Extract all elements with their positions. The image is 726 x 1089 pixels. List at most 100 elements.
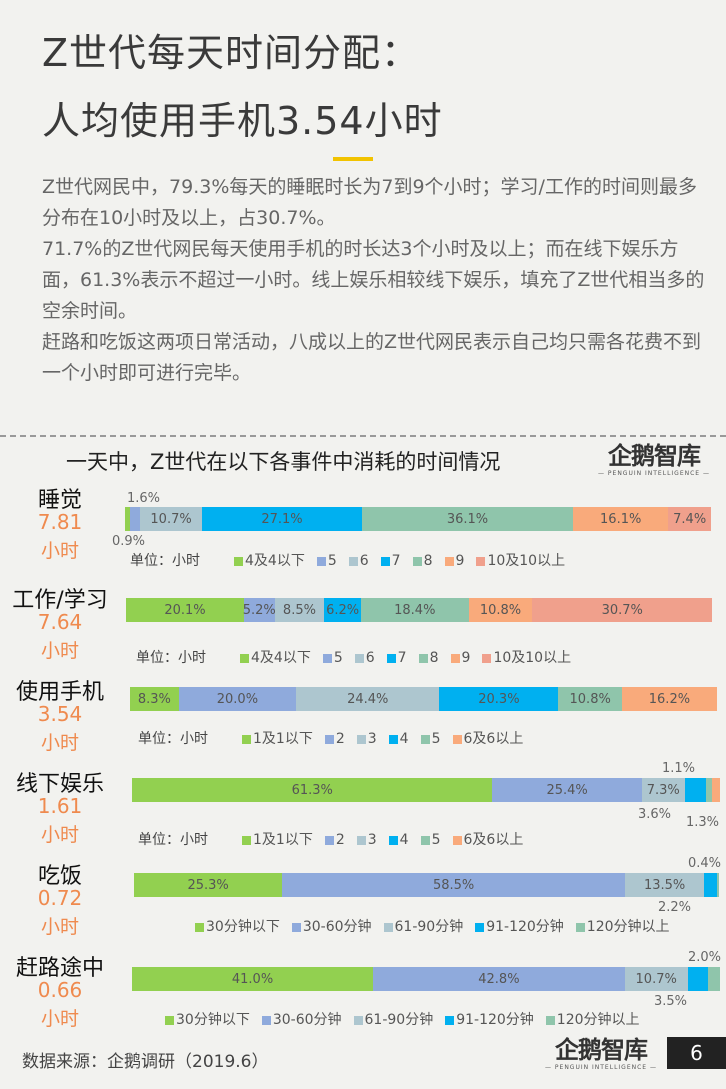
legend-swatch xyxy=(476,557,486,566)
legend-swatch xyxy=(420,836,430,845)
bar-segment: 8.5% xyxy=(274,598,325,622)
hours-unit: 小时 xyxy=(40,1008,79,1030)
legend: 30分钟以下 30-60分钟 61-90分钟 91-120分钟 120分钟以上 xyxy=(195,919,670,936)
legend: 单位：小时 1及1以下 2 3 4 5 6及6以上 xyxy=(138,731,523,748)
legend-label: 9 xyxy=(455,553,465,569)
stacked-bar: 25.3% 58.5% 13.5% xyxy=(134,873,720,897)
legend-swatch xyxy=(420,735,430,744)
legend-swatch xyxy=(445,1016,455,1025)
legend-swatch xyxy=(291,923,301,932)
bar-segment: 24.4% xyxy=(296,687,440,711)
summary-paragraph: 71.7%的Z世代网民每天使用手机的时长达3个小时及以上；而在线下娱乐方面，61… xyxy=(42,238,705,322)
legend-label: 8 xyxy=(423,553,433,569)
legend-item: 3 xyxy=(356,731,377,748)
summary-paragraph: 赶路和吃饭这两项日常活动，八成以上的Z世代网民表示自己均只需各花费不到一个小时即… xyxy=(42,331,702,384)
legend-label: 10及10以上 xyxy=(493,650,572,666)
legend-item: 4及4以下 xyxy=(234,553,305,570)
legend-item: 5 xyxy=(316,553,337,570)
legend-item: 8 xyxy=(418,650,439,667)
bar-segment xyxy=(687,967,709,991)
bar-segment: 20.3% xyxy=(439,687,559,711)
legend: 单位：小时 4及4以下 5 6 7 8 9 10及10以上 xyxy=(130,553,565,570)
bar-segment: 16.1% xyxy=(573,507,668,531)
unit-label: 单位：小时 xyxy=(136,650,206,666)
hours-unit: 小时 xyxy=(40,824,79,846)
legend-swatch xyxy=(475,923,485,932)
bar-segment: 10.7% xyxy=(624,967,688,991)
bar-data-label: 3.5% xyxy=(654,994,688,1009)
activity-name: 吃饭 xyxy=(37,864,82,889)
legend-item: 61-90分钟 xyxy=(353,1012,434,1029)
legend-item: 4 xyxy=(388,832,409,849)
average-hours: 0.66 xyxy=(37,978,83,1002)
legend-label: 91-120分钟 xyxy=(486,919,564,935)
activity-name: 工作/学习 xyxy=(12,588,108,613)
bar-segment: 27.1% xyxy=(202,507,362,531)
bar-segment: 41.0% xyxy=(132,967,374,991)
activity-name: 赶路途中 xyxy=(15,956,104,981)
bar-data-label: 3.6% xyxy=(638,807,672,822)
legend-label: 3 xyxy=(367,832,377,848)
legend-label: 4及4以下 xyxy=(245,553,305,569)
bar-segment: 20.0% xyxy=(178,687,297,711)
stacked-bar: 41.0% 42.8% 10.7% xyxy=(132,967,720,991)
legend-swatch xyxy=(388,735,398,744)
legend-label: 5 xyxy=(431,832,441,848)
bar-data-label: 2.2% xyxy=(658,900,692,915)
bar-segment xyxy=(705,778,713,802)
legend-label: 30分钟以下 xyxy=(176,1012,250,1028)
legend-label: 1及1以下 xyxy=(253,832,313,848)
legend-label: 3 xyxy=(367,731,377,747)
bar-segment xyxy=(708,967,720,991)
legend-swatch xyxy=(452,836,462,845)
bar-data-label: 0.4% xyxy=(688,856,722,871)
bar-segment: 8.3% xyxy=(130,687,179,711)
legend-label: 120分钟以上 xyxy=(586,919,670,935)
legend-item: 30分钟以下 xyxy=(195,919,280,936)
bar-segment xyxy=(125,507,131,531)
legend-item: 1及1以下 xyxy=(242,731,313,748)
legend-swatch xyxy=(356,836,366,845)
legend-label: 4及4以下 xyxy=(251,650,311,666)
legend-item: 61-90分钟 xyxy=(383,919,463,936)
legend-label: 5 xyxy=(327,553,337,569)
bar-segment: 58.5% xyxy=(282,873,626,897)
legend-item: 6及6以上 xyxy=(452,832,524,849)
stacked-bar: 10.7% 27.1% 36.1% 16.1% 7.4% xyxy=(125,507,712,531)
legend-swatch xyxy=(316,557,326,566)
legend-item: 9 xyxy=(444,553,465,570)
legend-label: 91-120分钟 xyxy=(456,1012,534,1028)
legend-item: 9 xyxy=(450,650,470,667)
summary-paragraph: Z世代网民中，79.3%每天的睡眠时长为7到9个小时；学习/工作的时间则最多分布… xyxy=(42,176,697,229)
legend-item: 30-60分钟 xyxy=(261,1012,342,1029)
legend-item: 6及6以上 xyxy=(452,731,523,748)
legend-item: 4及4以下 xyxy=(240,650,311,667)
legend-swatch xyxy=(575,923,585,932)
legend-swatch xyxy=(388,836,398,845)
bar-segment: 7.3% xyxy=(641,778,685,802)
legend-label: 7 xyxy=(391,553,401,569)
legend-item: 8 xyxy=(412,553,433,570)
legend-swatch xyxy=(450,654,460,663)
legend-label: 6及6以上 xyxy=(463,832,524,848)
bar-segment: 6.2% xyxy=(324,598,361,622)
legend-swatch xyxy=(418,654,428,663)
legend-label: 8 xyxy=(429,650,439,666)
legend-swatch xyxy=(348,557,358,566)
legend-swatch xyxy=(261,1016,271,1025)
legend-item: 120分钟以上 xyxy=(575,919,670,936)
page-title-line2: 人均使用手机3.54小时 xyxy=(42,99,443,143)
legend-item: 1及1以下 xyxy=(242,832,313,849)
legend-label: 61-90分钟 xyxy=(364,1012,434,1028)
legend-swatch xyxy=(380,557,390,566)
penguin-logo: 企鹅智库 — PENGUIN INTELLIGENCE — xyxy=(598,442,710,477)
legend-item: 5 xyxy=(420,832,441,849)
bar-segment xyxy=(717,873,720,897)
legend-label: 7 xyxy=(397,650,407,666)
bar-segment: 20.1% xyxy=(126,598,244,622)
average-hours: 0.72 xyxy=(37,886,83,910)
legend-swatch xyxy=(165,1016,174,1025)
legend-item: 91-120分钟 xyxy=(475,919,564,936)
legend-swatch xyxy=(324,836,334,845)
unit-label: 单位：小时 xyxy=(130,553,200,569)
